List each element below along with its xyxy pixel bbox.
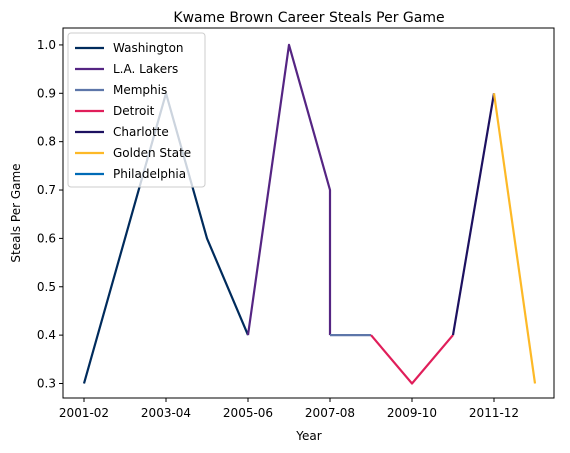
x-tick-label: 2003-04 (141, 406, 191, 420)
x-axis-title: Year (295, 429, 321, 443)
legend-label: Detroit (113, 104, 155, 118)
x-tick-label: 2011-12 (469, 406, 519, 420)
series-line-detroit (370, 334, 454, 385)
legend-label: Memphis (113, 83, 167, 97)
x-tick-label: 2007-08 (305, 406, 355, 420)
y-tick-label: 1.0 (37, 38, 56, 52)
y-tick-label: 0.4 (37, 328, 56, 342)
legend-label: Washington (113, 41, 184, 55)
y-tick-label: 0.5 (37, 280, 56, 294)
legend-label: Philadelphia (113, 167, 186, 181)
legend: Washington L.A. Lakers Memphis Detroit Charl… (67, 32, 206, 188)
legend-label: L.A. Lakers (113, 62, 178, 76)
chart-title: Kwame Brown Career Steals Per Game (173, 10, 444, 26)
legend-label: Golden State (113, 146, 191, 160)
y-tick-label: 0.3 (37, 376, 56, 390)
legend-frame (67, 32, 206, 188)
series-line-l-a-lakers (246, 43, 332, 336)
series-line-golden-state (492, 93, 537, 384)
legend-label: Charlotte (113, 125, 169, 139)
y-tick-label: 0.8 (37, 135, 56, 149)
y-axis: 0.3 0.4 0.5 0.6 0.7 0.8 0.9 1.0 (37, 38, 63, 390)
y-tick-label: 0.9 (37, 86, 56, 100)
y-tick-label: 0.7 (37, 183, 56, 197)
x-tick-label: 2009-10 (387, 406, 437, 420)
x-tick-label: 2001-02 (59, 406, 109, 420)
plot-area-frame (62, 27, 555, 399)
y-tick-label: 0.6 (37, 231, 56, 245)
x-axis: 2001-02 2003-04 2005-06 2007-08 2009-10 2011-… (59, 398, 519, 420)
x-tick-label: 2005-06 (223, 406, 273, 420)
series-line-charlotte (451, 93, 496, 336)
y-axis-title: Steals Per Game (9, 163, 23, 262)
